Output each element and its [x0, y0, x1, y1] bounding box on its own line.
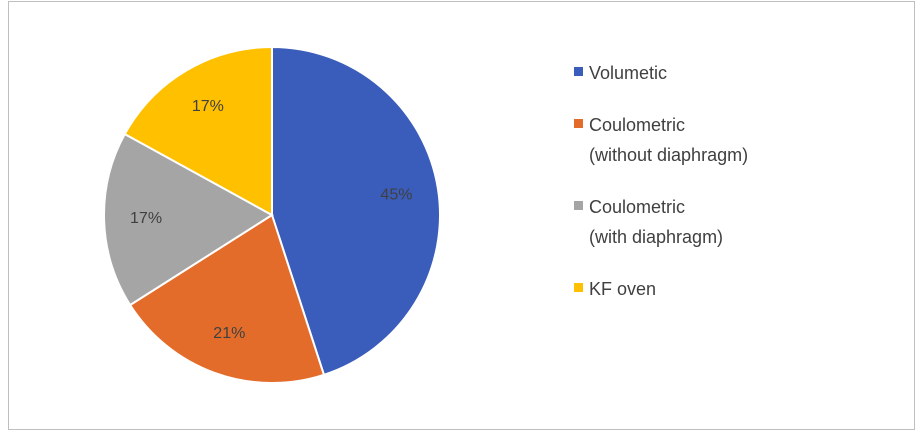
pie-slice	[128, 213, 326, 384]
chart-frame	[8, 1, 915, 430]
pie-slice	[123, 45, 273, 217]
legend-swatch	[574, 67, 583, 76]
legend-label: KF oven	[589, 279, 657, 299]
data-label: 17%	[130, 210, 162, 227]
data-label: 21%	[213, 325, 245, 342]
legend-item: KF oven	[574, 274, 904, 304]
legend: Volumetic Coulometric (without diaphragm)…	[574, 58, 904, 326]
legend-item: Coulometric (without diaphragm)	[574, 110, 904, 170]
legend-item: Volumetic	[574, 58, 904, 88]
legend-swatch	[574, 119, 583, 128]
legend-label: Volumetic	[589, 63, 668, 83]
legend-label: Coulometric (without diaphragm)	[589, 115, 749, 165]
legend-label: Coulometric (with diaphragm)	[589, 197, 724, 247]
legend-item: Coulometric (with diaphragm)	[574, 192, 904, 252]
legend-swatch	[574, 283, 583, 292]
pie-slice	[271, 45, 441, 377]
data-label: 45%	[380, 187, 412, 204]
pie-slice	[103, 132, 274, 307]
legend-swatch	[574, 201, 583, 210]
data-label: 17%	[192, 98, 224, 115]
